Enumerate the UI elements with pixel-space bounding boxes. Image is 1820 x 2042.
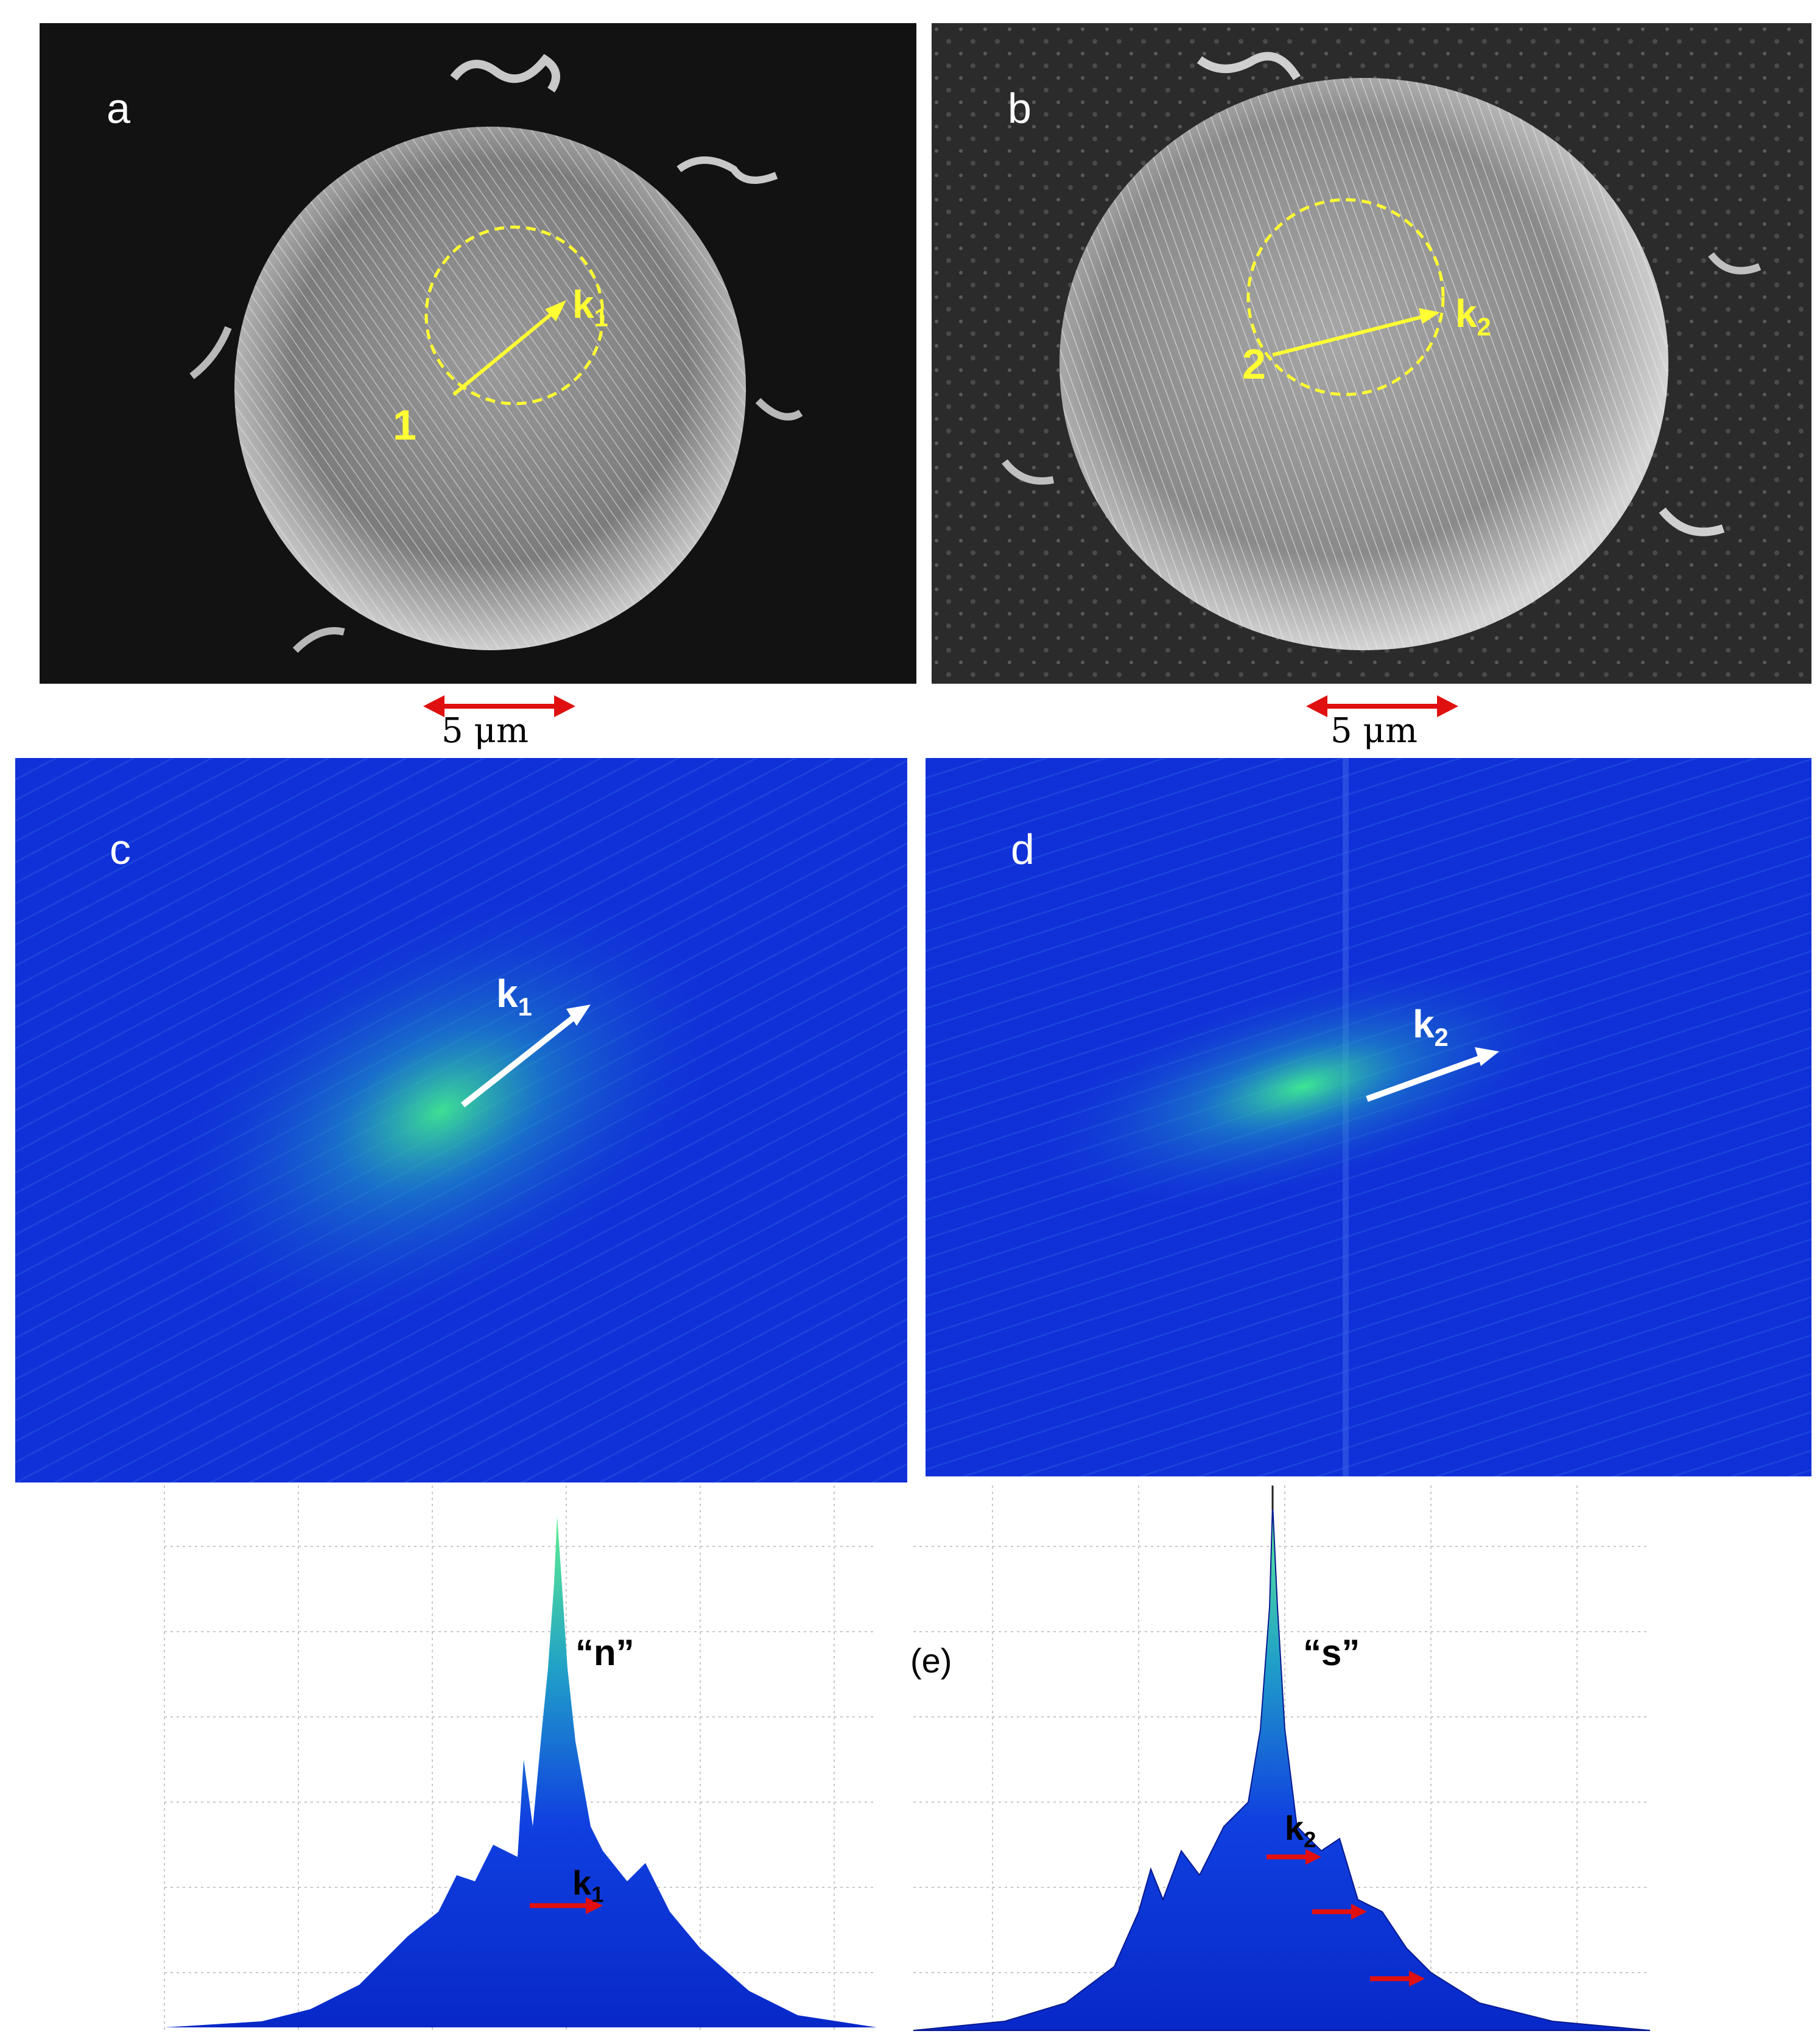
scalebar-b-label: 5 μm [1330,711,1418,751]
panel-label-e: (e) [910,1641,952,1680]
panel-d-fft-image: d k2 [926,758,1811,1476]
profile-n-surface [164,1516,877,2027]
panel-label-c: c [110,826,131,873]
profile-vector-label-k2: k2 [1285,1809,1316,1853]
fft-spectrum-d [926,758,1811,1476]
fft-spectrum-c [15,758,907,1482]
label-n: “n” [575,1632,634,1673]
right-grid [913,1486,1650,2033]
scalebar-a-label: 5 μm [441,711,529,751]
region-circle-1 [424,225,605,405]
fft-vector-label-k1: k1 [496,972,532,1021]
k1-red-arrow [530,1897,603,1914]
label-s: “s” [1303,1632,1360,1673]
vector-label-k1: k1 [572,282,608,332]
region-number-1: 1 [393,401,416,449]
vector-k2-arrow-fft [1366,1053,1487,1102]
panel-label-d: d [1011,826,1035,873]
panel-b-sem-image: b 2 k2 [932,23,1811,684]
panel-label-a: a [107,85,130,132]
panel-c-fft-image: c k1 [15,758,907,1482]
fft-vector-label-k2: k2 [1413,1002,1449,1051]
vector-k1-arrow-fft [460,1011,581,1107]
region-circle-2 [1246,198,1445,396]
profile-plots [164,1486,1651,2033]
scalebar-b [1306,695,1458,717]
vector-k1-arrow [452,307,558,396]
sem-particle-b [932,23,1811,684]
profile-vector-label-k1: k1 [572,1864,604,1907]
scalebar-a [423,695,575,717]
panel-a-sem-image: a 1 k1 [40,23,916,684]
panel-e-3d-profiles: “n” (e) “s” k1 k2 [152,1486,1674,2042]
k2-red-arrows [1267,1849,1425,1987]
profile-s-surface [913,1503,1651,2031]
region-number-2: 2 [1242,340,1266,388]
vector-label-k2: k2 [1455,292,1491,341]
sem-particle-a [189,54,803,653]
panel-label-b: b [1008,85,1031,132]
vector-k2-arrow [1272,314,1428,357]
